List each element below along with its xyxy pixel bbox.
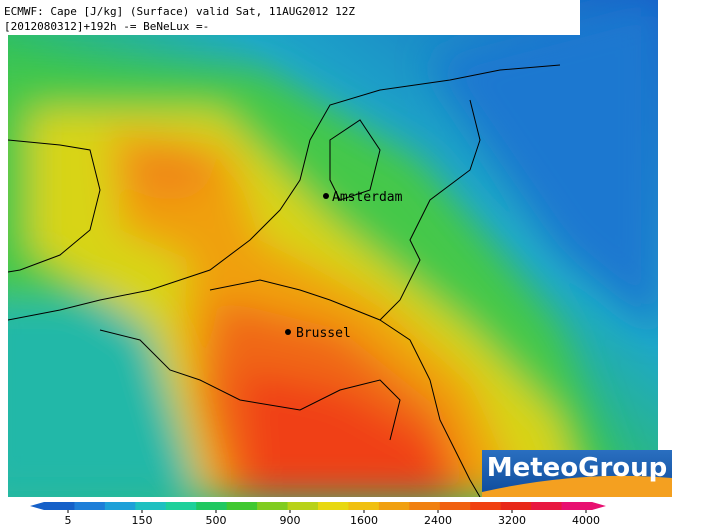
colorbar-swatch bbox=[135, 502, 167, 510]
colorbar-swatch bbox=[378, 502, 410, 510]
colorbar-swatch bbox=[257, 502, 289, 510]
colorbar-swatch bbox=[44, 502, 75, 510]
colorbar-end bbox=[592, 502, 606, 510]
city-label: Brussel bbox=[296, 326, 351, 341]
colorbar-swatch bbox=[196, 502, 228, 510]
colorbar-swatch bbox=[287, 502, 319, 510]
colorbar-swatch bbox=[104, 502, 136, 510]
colorbar-label: 3200 bbox=[498, 514, 526, 526]
map-field bbox=[8, 0, 658, 497]
colorbar-label: 5 bbox=[65, 514, 72, 526]
colorbar-swatch bbox=[318, 502, 349, 510]
header-line: ECMWF: Cape [J/kg] (Surface) valid Sat, … bbox=[4, 5, 355, 18]
city-dot bbox=[285, 329, 291, 335]
colorbar-swatch bbox=[470, 502, 502, 510]
header-box bbox=[0, 0, 580, 35]
colorbar-swatch bbox=[348, 502, 380, 510]
colorbar-swatch bbox=[226, 502, 258, 510]
colorbar-swatch bbox=[561, 502, 593, 510]
colorbar-swatch bbox=[165, 502, 197, 510]
colorbar-swatch bbox=[74, 502, 106, 510]
colorbar-label: 1600 bbox=[350, 514, 378, 526]
city-label: Amsterdam bbox=[332, 190, 403, 205]
colorbar-swatch bbox=[439, 502, 471, 510]
header-line: [2012080312]+192h -= BeNeLux =- bbox=[4, 20, 209, 33]
colorbar-swatch bbox=[531, 502, 563, 510]
colorbar-swatch bbox=[409, 502, 441, 510]
colorbar-label: 2400 bbox=[424, 514, 452, 526]
colorbar-end bbox=[30, 502, 44, 510]
logo: MeteoGroup bbox=[482, 450, 672, 497]
city-dot bbox=[323, 193, 329, 199]
coastlines bbox=[8, 64, 561, 497]
colorbar-swatch bbox=[500, 502, 532, 510]
colorbar-label: 500 bbox=[206, 514, 227, 526]
colorbar-label: 4000 bbox=[572, 514, 600, 526]
colorbar-label: 900 bbox=[280, 514, 301, 526]
colorbar-label: 150 bbox=[132, 514, 153, 526]
colorbar: 5 150 500 900 1600 2400 3200 4000 bbox=[30, 502, 606, 526]
logo-text: MeteoGroup bbox=[487, 453, 668, 483]
